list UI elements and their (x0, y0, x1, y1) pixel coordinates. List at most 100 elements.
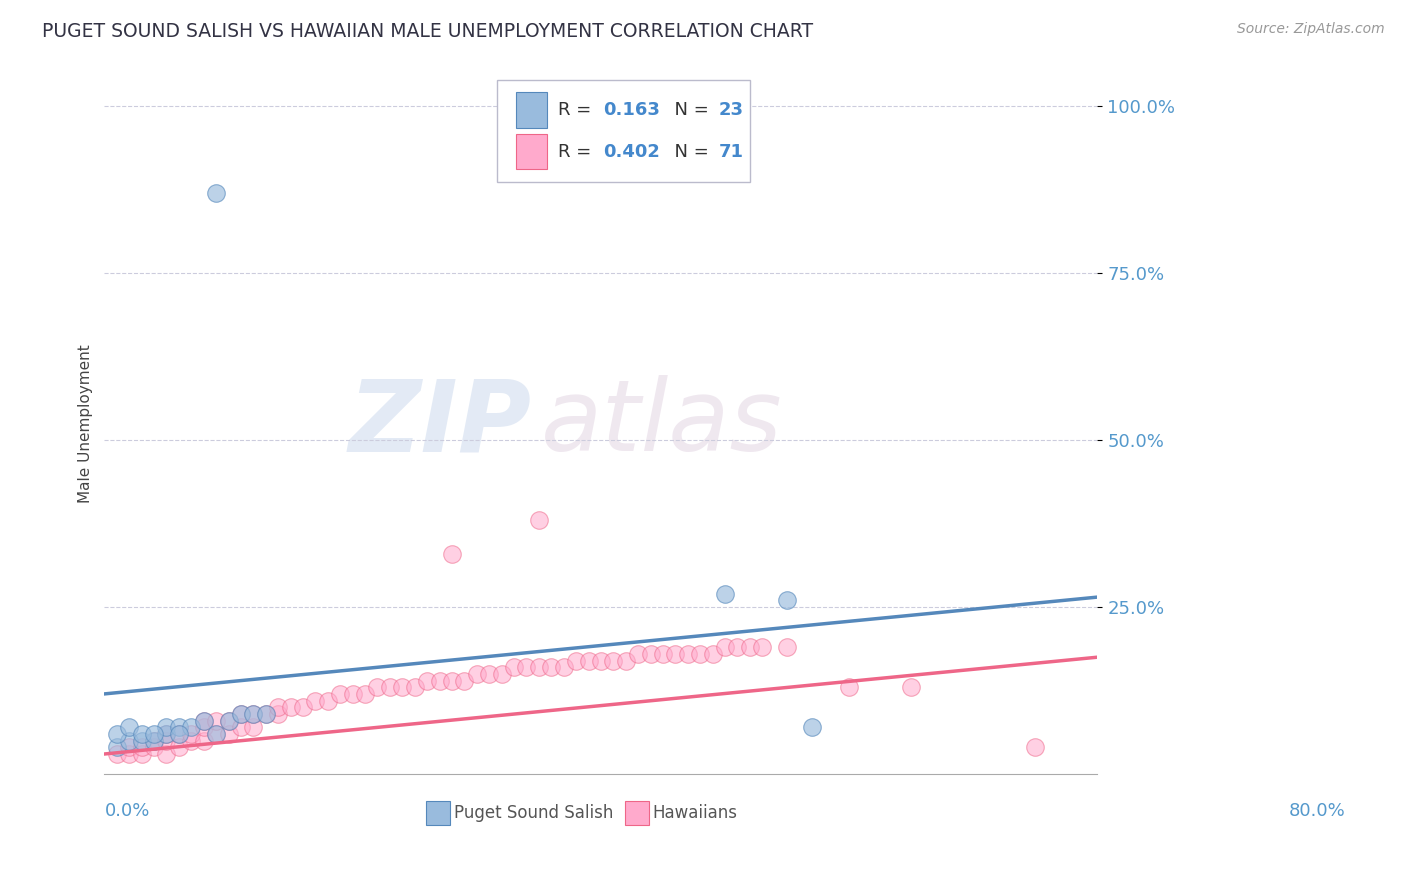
Point (429, 673, 451, 688)
Point (440, 547, 463, 561)
Point (776, 640, 799, 655)
Point (155, 747, 177, 761)
Point (155, 733, 177, 747)
FancyBboxPatch shape (516, 134, 547, 169)
Point (143, 733, 166, 747)
Point (131, 740, 153, 755)
Point (491, 666, 513, 681)
Point (167, 727, 190, 741)
Point (143, 740, 166, 755)
Point (155, 727, 177, 741)
Text: 0.402: 0.402 (603, 143, 659, 161)
Text: Hawaiians: Hawaiians (652, 804, 738, 822)
Point (391, 680, 413, 694)
Point (118, 733, 141, 747)
Text: ZIP: ZIP (349, 375, 531, 472)
Point (280, 700, 302, 714)
Point (118, 720, 141, 734)
Point (900, 680, 922, 694)
Point (205, 186, 228, 201)
Point (180, 727, 202, 741)
Point (515, 660, 537, 674)
Point (118, 747, 141, 761)
Point (193, 714, 215, 728)
Point (664, 647, 686, 661)
Point (478, 666, 501, 681)
Text: 0.163: 0.163 (603, 101, 659, 119)
Point (751, 640, 773, 655)
Text: 0.0%: 0.0% (104, 802, 150, 820)
Point (727, 640, 749, 655)
Text: N =: N = (662, 143, 714, 161)
Point (354, 687, 377, 701)
Point (143, 733, 166, 747)
Point (404, 680, 426, 694)
Point (640, 647, 662, 661)
Point (193, 733, 215, 747)
Point (801, 720, 824, 734)
Point (614, 653, 637, 667)
Point (267, 700, 290, 714)
Point (229, 720, 252, 734)
Point (738, 640, 761, 655)
Point (304, 693, 326, 707)
Point (627, 647, 650, 661)
Point (714, 640, 737, 655)
Point (440, 673, 463, 688)
Point (267, 706, 290, 721)
Point (676, 647, 699, 661)
Point (1024, 740, 1046, 755)
Point (105, 740, 128, 755)
Point (254, 706, 277, 721)
Point (131, 727, 153, 741)
Y-axis label: Male Unemployment: Male Unemployment (79, 344, 93, 503)
Point (167, 720, 190, 734)
Point (465, 666, 488, 681)
Point (131, 747, 153, 761)
Point (242, 706, 264, 721)
Point (527, 513, 550, 527)
Point (540, 660, 562, 674)
Point (218, 714, 240, 728)
Text: 80.0%: 80.0% (1289, 802, 1346, 820)
Text: 71: 71 (718, 143, 744, 161)
Point (838, 680, 860, 694)
Point (167, 740, 190, 755)
Point (602, 653, 624, 667)
Point (776, 593, 799, 607)
Point (105, 727, 128, 741)
Point (155, 727, 177, 741)
Point (329, 687, 352, 701)
Point (702, 647, 724, 661)
Point (205, 727, 228, 741)
Text: 23: 23 (718, 101, 744, 119)
Text: R =: R = (558, 101, 598, 119)
Point (118, 740, 141, 755)
Point (205, 714, 228, 728)
Point (589, 653, 612, 667)
Text: PUGET SOUND SALISH VS HAWAIIAN MALE UNEMPLOYMENT CORRELATION CHART: PUGET SOUND SALISH VS HAWAIIAN MALE UNEM… (42, 22, 813, 41)
Text: atlas: atlas (541, 375, 783, 472)
Point (503, 660, 526, 674)
Point (242, 720, 264, 734)
Point (378, 680, 401, 694)
Text: Puget Sound Salish: Puget Sound Salish (454, 804, 613, 822)
Point (229, 706, 252, 721)
Point (218, 714, 240, 728)
Point (143, 727, 166, 741)
Point (180, 720, 202, 734)
Point (453, 673, 475, 688)
Point (689, 647, 711, 661)
FancyBboxPatch shape (624, 801, 648, 824)
Point (229, 706, 252, 721)
Point (342, 687, 364, 701)
FancyBboxPatch shape (426, 801, 450, 824)
Point (131, 733, 153, 747)
Point (193, 714, 215, 728)
Point (416, 673, 439, 688)
Point (155, 720, 177, 734)
Text: R =: R = (558, 143, 598, 161)
FancyBboxPatch shape (516, 93, 547, 128)
Point (714, 587, 737, 601)
Point (167, 727, 190, 741)
